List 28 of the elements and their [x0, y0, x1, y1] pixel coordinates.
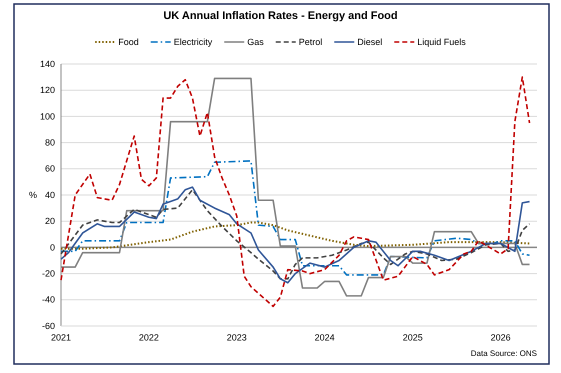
legend-label: Diesel [357, 37, 382, 47]
y-tick-label: 0 [50, 242, 55, 252]
y-tick-label: 60 [44, 164, 55, 174]
y-tick-label: 100 [40, 111, 55, 122]
line-series [60, 160, 530, 276]
x-tick-label: 2023 [226, 332, 247, 342]
legend-label: Liquid Fuels [417, 37, 466, 47]
y-axis-title: % [28, 190, 38, 200]
y-tick-label: -40 [42, 294, 55, 305]
legend-label: Food [118, 37, 139, 47]
x-tick-label: 2024 [314, 332, 335, 342]
y-tick-label: 140 [40, 58, 55, 69]
legend-label: Petrol [298, 37, 322, 47]
y-tick-label: 120 [40, 85, 55, 96]
y-tick-label: 80 [44, 137, 55, 148]
x-tick-label: 2026 [490, 332, 511, 342]
y-tick-label: -60 [42, 320, 55, 331]
line-series [60, 222, 531, 250]
source-note: Data Source: ONS [470, 349, 537, 358]
chart-title: UK Annual Inflation Rates - Energy and Food [163, 10, 398, 22]
x-tick-label: 2025 [402, 332, 423, 342]
legend-label: Gas [247, 37, 264, 47]
y-tick-label: 40 [44, 190, 55, 200]
x-tick-label: 2022 [138, 332, 159, 342]
y-tick-label: -20 [42, 268, 55, 278]
y-tick-label: 20 [44, 216, 55, 226]
x-tick-label: 2021 [50, 332, 72, 342]
legend-label: Electricity [174, 37, 213, 47]
